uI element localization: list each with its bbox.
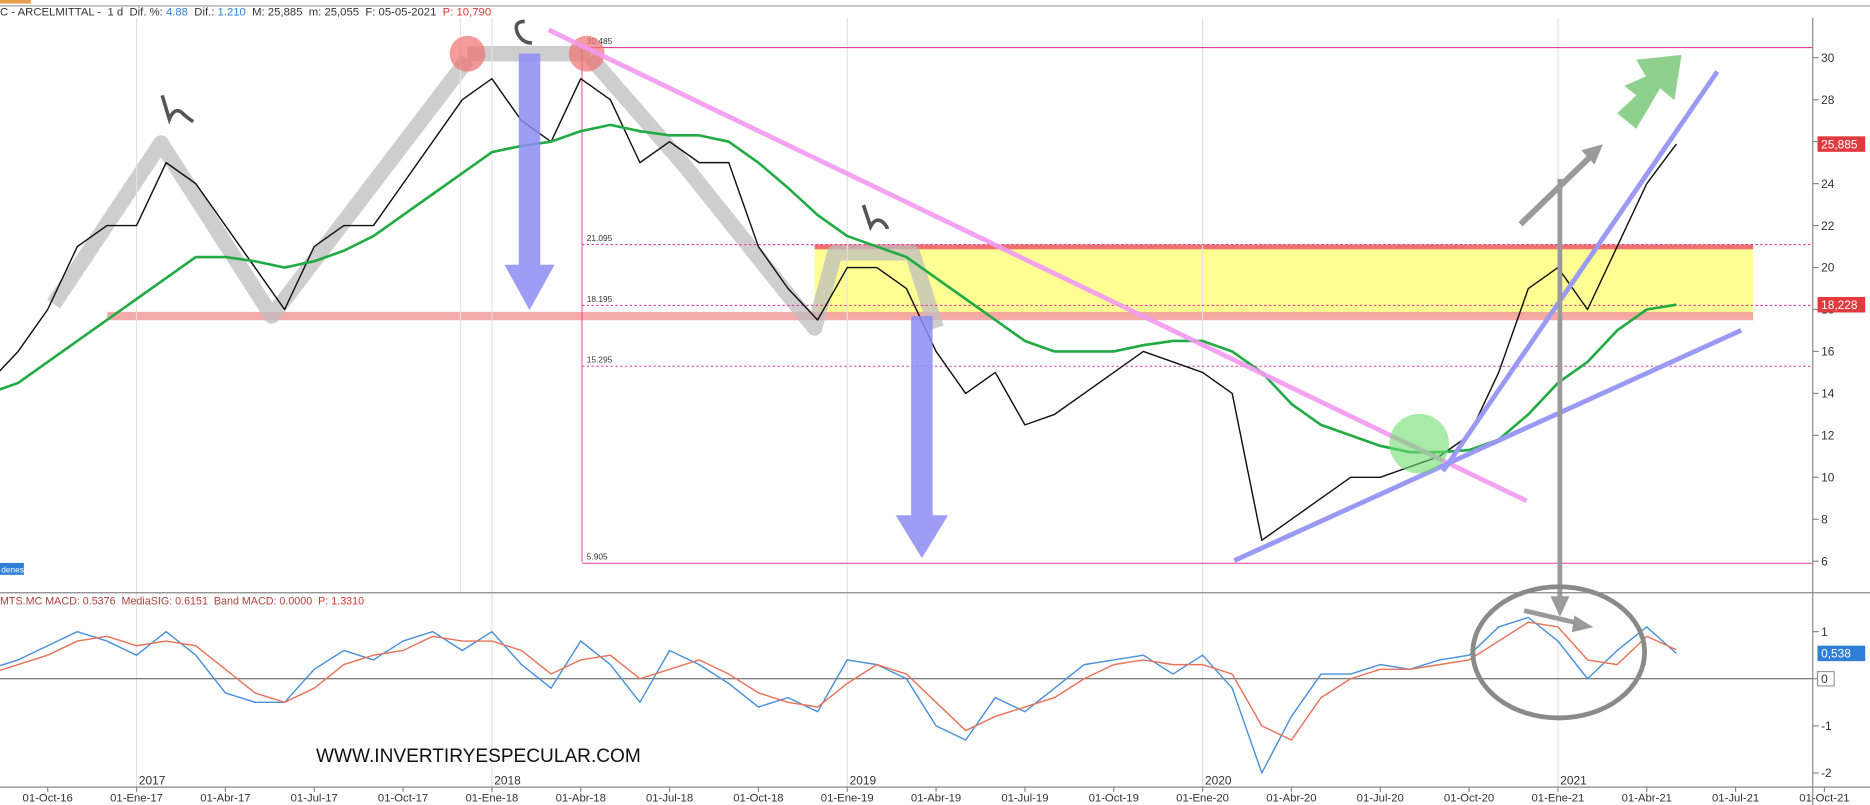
x-tick-label: 01-Ene-19 [821, 792, 874, 804]
x-tick-label: 01-Abr-19 [911, 792, 961, 804]
header-segment: MTS.MC MACD: 0.5376 MediaSIG: 0.6151 Ban… [0, 596, 318, 608]
y-tick-label: 24 [1821, 177, 1835, 191]
x-tick-label: 01-Jul-20 [1357, 792, 1404, 804]
level-label: 15.295 [587, 355, 613, 365]
annotation-arrow-head [1581, 144, 1603, 165]
squiggle [160, 94, 195, 125]
x-tick-label: 01-Ene-17 [110, 792, 163, 804]
trend-line [547, 27, 1528, 504]
series-group [0, 616, 1677, 774]
x-tick-label: 01-Ene-18 [465, 792, 518, 804]
series-line [0, 616, 1677, 774]
y-tick-label: -2 [1821, 766, 1832, 780]
last-value-label: 18,228 [1821, 298, 1858, 312]
header-segment: P: 10,790 [443, 7, 491, 19]
x-tick-label: 01-Jul-18 [646, 792, 693, 804]
x-tick-label: 01-Ene-21 [1532, 792, 1585, 804]
x-tick-label: 01-Abr-18 [556, 792, 606, 804]
x-tick-label: 01-Ene-20 [1176, 792, 1229, 804]
x-tick-label: 01-Jul-17 [291, 792, 338, 804]
header-segment: Dif.: [188, 7, 218, 19]
squiggle [861, 204, 890, 232]
y-tick-label: 8 [1821, 512, 1828, 526]
corner-tab [0, 0, 32, 4]
last-value-box [1817, 136, 1866, 152]
y-tick-label: -1 [1821, 719, 1832, 733]
cross-marker [1389, 413, 1450, 474]
header-segment: 4.88 [166, 7, 188, 19]
x-tick-label: 01-Oct-16 [23, 792, 73, 804]
level-label: 5.905 [587, 552, 608, 562]
last-value-box [1817, 645, 1866, 662]
annotation-arrow-head [1571, 615, 1594, 633]
watermark: WWW.INVERTIRYESPECULAR.COM [316, 746, 641, 767]
series-line [0, 621, 1677, 741]
peak-marker [449, 35, 486, 72]
target-arrow [504, 53, 555, 311]
x-tick-label: 01-Abr-21 [1622, 792, 1672, 804]
tag-box [0, 562, 24, 575]
year-label: 2020 [1205, 774, 1232, 788]
year-label: 2017 [139, 774, 166, 788]
year-label: 2018 [494, 774, 521, 788]
x-tick-label: 01-Abr-20 [1266, 792, 1316, 804]
highlight-ellipse [1470, 584, 1647, 721]
header-segment: P: 1.3310 [318, 596, 364, 608]
year-label: 2019 [850, 774, 877, 788]
y-tick-label: 30 [1821, 51, 1835, 65]
last-value-label: 0,538 [1821, 647, 1851, 661]
target-arrow [1617, 54, 1682, 129]
y-tick-label: 14 [1821, 387, 1835, 401]
target-arrow [895, 316, 949, 559]
x-tick-label: 01-Oct-18 [733, 792, 783, 804]
y-tick-label: 6 [1821, 554, 1828, 568]
level-label: 18.195 [587, 294, 613, 304]
series-line [0, 78, 1677, 541]
y-tick-label: 20 [1821, 261, 1835, 275]
x-tick-label: 01-Abr-17 [200, 792, 250, 804]
x-tick-label: 01-Oct-21 [1799, 792, 1849, 804]
squiggle [514, 19, 533, 45]
y-tick-label: 16 [1821, 345, 1835, 359]
macd-header: MTS.MC MACD: 0.5376 MediaSIG: 0.6151 Ban… [0, 596, 364, 608]
x-tick-label: 01-Oct-19 [1089, 792, 1139, 804]
tag: denes [1, 564, 24, 574]
level-label: 21.095 [587, 233, 613, 243]
tick-box [1816, 670, 1835, 687]
y-tick-label: 0 [1821, 672, 1828, 686]
x-tick-label: 01-Jul-21 [1712, 792, 1759, 804]
y-tick-label: 22 [1821, 219, 1835, 233]
level-label: 30.485 [587, 36, 613, 46]
y-tick-label: 1 [1821, 625, 1828, 639]
header-segment: 1.210 [218, 7, 246, 19]
y-tick-label: 10 [1821, 471, 1835, 485]
trend-line [1233, 328, 1743, 563]
last-value-label: 25,885 [1821, 137, 1858, 151]
x-tick-label: 01-Jul-19 [1001, 792, 1048, 804]
year-label: 2021 [1560, 774, 1587, 788]
annotation-arrow-head [1550, 596, 1570, 617]
data-layer: 01-Oct-16 01-Ene-17 01-Abr-17 01-Jul-17 01-O… [0, 17, 1866, 804]
last-value-box [1817, 296, 1866, 313]
header-segment: M: 25,885 m: 25,055 F: 05-05-2021 [246, 7, 443, 19]
annotations-over: denes WWW.INVERTIRYESPECULAR.COM [0, 19, 1743, 767]
pattern-line [47, 54, 474, 324]
y-tick-label: 28 [1821, 93, 1835, 107]
x-tick-label: 01-Oct-17 [378, 792, 428, 804]
y-tick-label: 12 [1821, 429, 1835, 443]
header-segment: C - ARCELMITTAL - 1 d Dif. %: [0, 7, 166, 19]
annotation-arrow [1523, 608, 1581, 627]
x-tick-label: 01-Oct-20 [1444, 792, 1494, 804]
header: C - ARCELMITTAL - 1 d Dif. %: 4.88 Dif.:… [0, 7, 491, 19]
trend-line [1441, 70, 1720, 473]
